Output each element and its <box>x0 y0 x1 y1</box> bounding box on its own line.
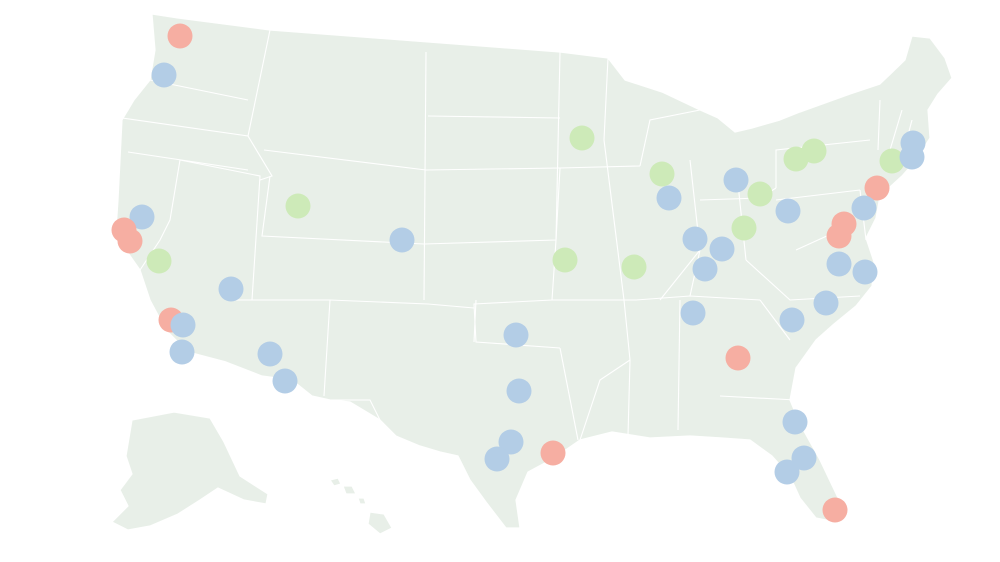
city-marker-houston[interactable] <box>540 440 566 466</box>
city-marker-san-diego[interactable] <box>169 339 195 365</box>
city-marker-sacramento[interactable] <box>129 204 155 230</box>
city-marker-raleigh[interactable] <box>813 290 839 316</box>
city-markers <box>111 23 926 523</box>
city-marker-columbus[interactable] <box>731 215 757 241</box>
city-marker-phoenix[interactable] <box>257 341 283 367</box>
hawaii-islands <box>329 477 393 535</box>
city-marker-oklahoma-city[interactable] <box>503 322 529 348</box>
contiguous-us-landmass <box>115 13 953 529</box>
city-marker-atlanta[interactable] <box>725 345 751 371</box>
city-marker-cincinnati[interactable] <box>709 236 735 262</box>
city-marker-virginia-beach[interactable] <box>852 259 878 285</box>
city-marker-louisville[interactable] <box>692 256 718 282</box>
city-marker-san-antonio[interactable] <box>484 446 510 472</box>
city-marker-dallas[interactable] <box>506 378 532 404</box>
city-marker-tampa[interactable] <box>774 459 800 485</box>
city-marker-seattle[interactable] <box>167 23 193 49</box>
city-marker-omaha[interactable] <box>552 247 578 273</box>
city-marker-portland[interactable] <box>151 62 177 88</box>
city-marker-miami[interactable] <box>822 497 848 523</box>
state-borders <box>121 29 913 441</box>
city-marker-chicago[interactable] <box>656 185 682 211</box>
city-marker-pittsburgh[interactable] <box>775 198 801 224</box>
city-marker-jacksonville[interactable] <box>782 409 808 435</box>
city-marker-charlotte[interactable] <box>779 307 805 333</box>
city-marker-indianapolis[interactable] <box>682 226 708 252</box>
city-marker-denver[interactable] <box>389 227 415 253</box>
city-marker-philadelphia[interactable] <box>851 195 877 221</box>
city-marker-riverside[interactable] <box>170 312 196 338</box>
city-marker-hartford[interactable] <box>879 148 905 174</box>
city-marker-san-jose[interactable] <box>117 228 143 254</box>
city-marker-tucson[interactable] <box>272 368 298 394</box>
city-marker-fresno[interactable] <box>146 248 172 274</box>
city-marker-washington[interactable] <box>826 223 852 249</box>
city-marker-milwaukee[interactable] <box>649 161 675 187</box>
city-marker-providence[interactable] <box>899 144 925 170</box>
city-marker-detroit[interactable] <box>723 167 749 193</box>
city-marker-austin[interactable] <box>498 429 524 455</box>
city-marker-richmond[interactable] <box>826 251 852 277</box>
city-marker-nashville[interactable] <box>680 300 706 326</box>
alaska-landmass <box>111 411 269 531</box>
city-marker-las-vegas[interactable] <box>218 276 244 302</box>
city-marker-cleveland[interactable] <box>747 181 773 207</box>
city-marker-kansas-city[interactable] <box>621 254 647 280</box>
city-marker-rochester[interactable] <box>801 138 827 164</box>
city-marker-salt-lake-city[interactable] <box>285 193 311 219</box>
city-marker-new-york[interactable] <box>864 175 890 201</box>
city-marker-minneapolis[interactable] <box>569 125 595 151</box>
city-marker-orlando[interactable] <box>791 445 817 471</box>
